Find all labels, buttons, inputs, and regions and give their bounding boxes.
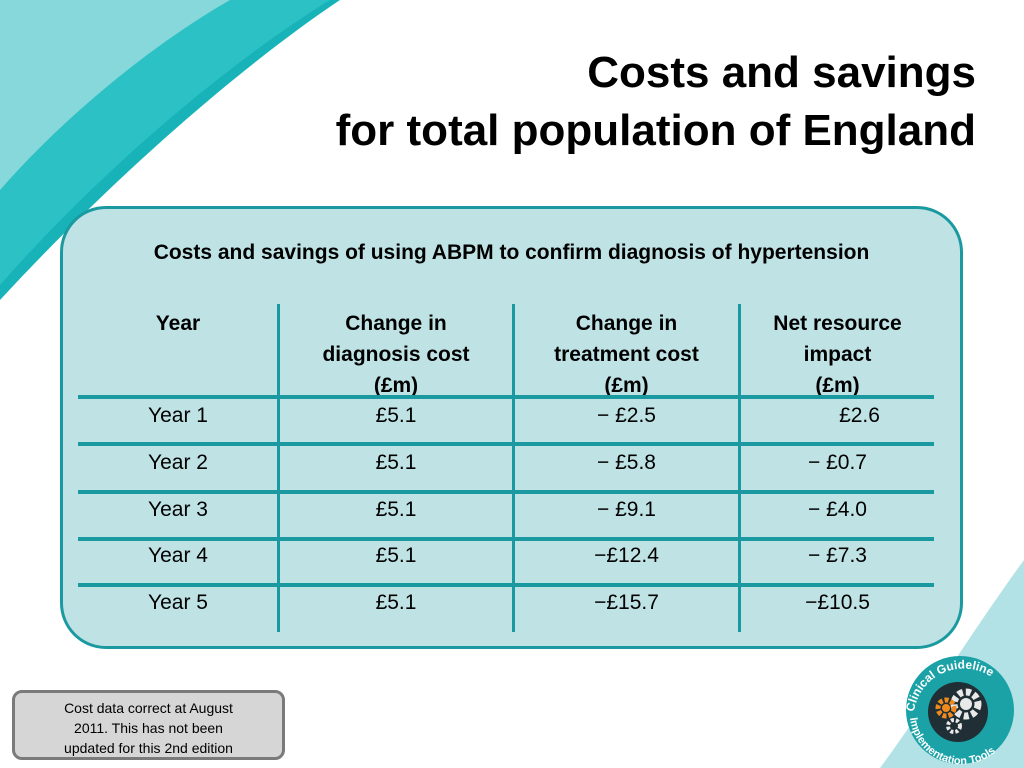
column-divider xyxy=(738,304,741,632)
header-line: Net resource xyxy=(773,312,902,335)
column-divider xyxy=(512,304,515,632)
clinical-guideline-logo: Clinical Guideline Implementation Tools xyxy=(903,656,1014,767)
cell-net-impact: −£10.5 xyxy=(805,591,870,614)
row-divider xyxy=(78,395,934,399)
cell-year: Year 5 xyxy=(148,591,208,614)
header-line: impact xyxy=(803,343,872,366)
header-line: Year xyxy=(155,312,201,335)
title-line-1: Costs and savings xyxy=(587,48,976,97)
note-line: Cost data correct at August xyxy=(64,700,233,716)
cell-net-impact: − £0.7 xyxy=(808,451,867,474)
cell-treatment-cost: − £9.1 xyxy=(597,498,656,521)
header-line: Change in xyxy=(345,312,447,335)
title-line-2: for total population of England xyxy=(335,106,976,155)
header-line: Change in xyxy=(575,312,678,335)
column-divider xyxy=(277,304,280,632)
cell-diagnosis-cost: £5.1 xyxy=(375,544,417,567)
table-panel: Costs and savings of using ABPM to confi… xyxy=(60,206,963,649)
cell-net-impact: − £4.0 xyxy=(808,498,867,521)
cell-diagnosis-cost: £5.1 xyxy=(375,404,417,427)
cell-net-impact: − £7.3 xyxy=(808,544,867,567)
cell-diagnosis-cost: £5.1 xyxy=(375,498,417,521)
table-caption: Costs and savings of using ABPM to confi… xyxy=(153,241,870,264)
cell-diagnosis-cost: £5.1 xyxy=(375,591,417,614)
slide-title: Costs and savings for total population o… xyxy=(176,44,976,160)
row-divider xyxy=(78,537,934,541)
cell-year: Year 4 xyxy=(148,544,208,567)
header-line: treatment cost xyxy=(554,343,699,366)
cell-year: Year 1 xyxy=(148,404,208,427)
row-divider xyxy=(78,490,934,494)
cell-treatment-cost: − £2.5 xyxy=(597,404,656,427)
cell-diagnosis-cost: £5.1 xyxy=(375,451,417,474)
header-year: Year xyxy=(93,308,263,339)
cell-year: Year 3 xyxy=(148,498,208,521)
cell-net-impact: £2.6 xyxy=(839,404,880,427)
header-line: diagnosis cost xyxy=(322,343,470,366)
header-net-resource-impact: Net resource impact (£m) xyxy=(741,308,934,401)
header-line: (£m) xyxy=(604,374,649,397)
header-treatment-cost: Change in treatment cost (£m) xyxy=(515,308,738,401)
header-line: (£m) xyxy=(373,374,419,397)
row-divider xyxy=(78,442,934,446)
note-line: updated for this 2nd edition xyxy=(64,740,233,756)
row-divider xyxy=(78,583,934,587)
cell-year: Year 2 xyxy=(148,451,208,474)
gears-icon xyxy=(935,688,982,734)
note-line: 2011. This has not been xyxy=(74,720,223,736)
cell-treatment-cost: − £5.8 xyxy=(597,451,656,474)
header-diagnosis-cost: Change in diagnosis cost (£m) xyxy=(280,308,512,401)
cell-treatment-cost: −£15.7 xyxy=(594,591,659,614)
cell-treatment-cost: −£12.4 xyxy=(594,544,659,567)
cost-note-box: Cost data correct at August 2011. This h… xyxy=(12,690,285,760)
header-line: (£m) xyxy=(815,374,860,397)
